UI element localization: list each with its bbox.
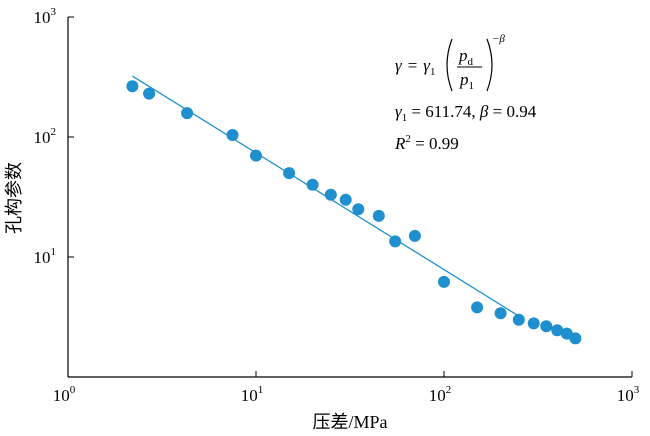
data-point (512, 313, 525, 326)
data-point (494, 307, 507, 320)
eq-numerator: pd (458, 46, 474, 68)
x-tick-label: 100 (53, 384, 76, 405)
x-tick-label: 101 (241, 384, 264, 405)
data-point (551, 324, 564, 337)
y-axis-title: 孔构参数 (4, 162, 24, 234)
data-point (126, 80, 139, 93)
data-point (283, 167, 296, 180)
data-point (226, 128, 239, 141)
axes (67, 17, 632, 378)
data-point (306, 178, 319, 191)
data-point (372, 209, 385, 222)
data-point (250, 149, 262, 162)
data-point (143, 87, 156, 100)
data-point (352, 203, 365, 216)
data-point (540, 320, 553, 333)
equation-line-1: γ = γ1 (395, 56, 436, 78)
y-tick-label: 103 (34, 6, 57, 27)
data-point (324, 188, 337, 201)
eq-gamma1-sub: 1 (430, 66, 436, 78)
eq-right-paren (486, 38, 493, 92)
data-point (438, 275, 450, 288)
x-tick-label: 103 (617, 384, 640, 405)
data-point (408, 229, 421, 242)
equation-line-2: γ1 = 611.74, β = 0.94 (395, 102, 537, 124)
data-point (339, 193, 352, 206)
eq-left-paren (446, 38, 453, 92)
y-tick-label: 102 (34, 126, 57, 147)
eq-exponent: −β (492, 33, 505, 45)
x-tick-label: 102 (429, 384, 452, 405)
data-point (471, 301, 484, 314)
points-layer (126, 80, 582, 345)
data-point (389, 235, 402, 248)
data-point (527, 317, 540, 330)
data-point (181, 107, 194, 120)
eq-denominator: p1 (459, 70, 474, 92)
data-point (569, 332, 582, 345)
eq-gamma: γ (395, 56, 403, 75)
x-axis-title: 压差/MPa (312, 412, 387, 432)
equation-annotation: γ = γ1 pd p1 −β γ1 = 611.74, β = 0.94 R2 =… (394, 33, 537, 153)
ticks: 100 101 102 103 101 102 103 (34, 6, 640, 405)
equation-line-3: R2 = 0.99 (394, 133, 459, 153)
y-tick-label: 101 (34, 246, 57, 267)
eq-gamma1: γ (423, 56, 431, 75)
eq-equals: = (408, 56, 418, 75)
